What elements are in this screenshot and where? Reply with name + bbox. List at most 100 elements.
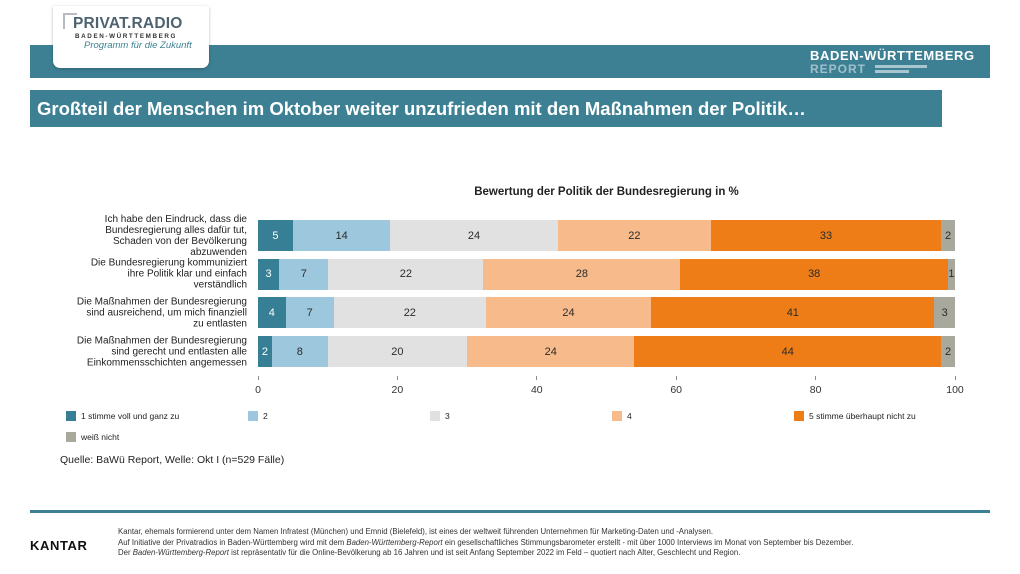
footer-report-name: Baden-Württemberg-Report <box>132 548 229 557</box>
legend-swatch <box>248 411 258 421</box>
footer-line-2: Auf Initiative der Privatradios in Baden… <box>118 538 853 547</box>
x-tick <box>257 376 259 380</box>
bar-value-label: 22 <box>628 229 641 242</box>
bar-value-label: 33 <box>819 229 833 242</box>
x-tick <box>396 376 398 380</box>
legend-label: 1 stimme voll und ganz zu <box>81 411 180 421</box>
bar-value-label: 22 <box>403 306 416 319</box>
footer-text: Kantar, ehemals formierend unter dem Nam… <box>118 527 714 536</box>
report-logo-line2: REPORT <box>810 62 867 76</box>
footer-text: ist repräsentativ für die Online-Bevölke… <box>228 548 741 557</box>
bar-segment: 22 <box>333 297 486 329</box>
source-note: Quelle: BaWü Report, Welle: Okt I (n=529… <box>60 454 285 466</box>
logo-region: BADEN-WÜRTTEMBERG <box>75 33 178 40</box>
footer-report-name: Baden-Württemberg-Report <box>346 538 443 547</box>
bar-segment: 22 <box>328 258 484 290</box>
category-label: Die Maßnahmen der Bundesregierung sind a… <box>76 296 247 330</box>
footer-text: ein gesellschaftliches Stimmungsbaromete… <box>442 538 854 547</box>
bar-value-label: 4 <box>268 306 275 319</box>
legend-swatch <box>612 411 622 421</box>
bar-value-label: 2 <box>944 345 952 358</box>
bar-value-label: 24 <box>467 229 481 242</box>
category-label: Ich habe den Eindruck, dass die Bundesre… <box>104 213 247 258</box>
x-tick-label: 80 <box>809 384 822 396</box>
bar-value-label: 7 <box>306 306 313 319</box>
bar-value-label: 20 <box>391 345 404 358</box>
bar-segment: 38 <box>680 258 948 290</box>
x-tick <box>536 376 538 380</box>
legend-label: 5 stimme überhaupt nicht zu <box>809 411 916 421</box>
chart-title: Bewertung der Politik der Bundesregierun… <box>474 186 739 198</box>
kantar-logo: KANTAR <box>30 538 88 553</box>
x-tick-label: 0 <box>255 384 261 396</box>
bar-value-label: 8 <box>296 345 303 358</box>
legend-swatch <box>794 411 804 421</box>
bar-segment: 20 <box>327 336 468 368</box>
logo-name: PRIVAT.RADIO <box>73 15 183 32</box>
x-tick <box>954 376 956 380</box>
bar-segment: 2 <box>258 336 272 368</box>
bar-value-label: 7 <box>300 268 307 281</box>
bar-segment: 3 <box>934 297 955 329</box>
bar-value-label: 41 <box>786 306 799 319</box>
bar-segment: 5 <box>258 220 293 251</box>
legend-swatch <box>66 432 76 442</box>
bar-value-label: 22 <box>399 268 412 281</box>
footer-divider <box>30 510 990 513</box>
x-tick-label: 20 <box>391 384 404 396</box>
bar-segment: 7 <box>279 258 329 290</box>
bar-segment: 3 <box>258 258 280 290</box>
report-deco-bar <box>875 65 927 68</box>
legend-swatch <box>430 411 440 421</box>
legend-label: 2 <box>263 411 268 421</box>
bar-segment: 24 <box>467 336 635 368</box>
bar-segment: 24 <box>390 220 558 251</box>
bar-value-label: 24 <box>562 306 575 319</box>
bar-segment: 7 <box>285 297 334 329</box>
bar-value-label: 44 <box>781 345 794 358</box>
bar-value-label: 2 <box>261 345 269 358</box>
x-tick <box>675 376 677 380</box>
bar-segment: 8 <box>271 336 328 368</box>
bar-value-label: 5 <box>272 229 279 242</box>
bar-segment: 2 <box>941 220 955 251</box>
bar-value-label: 38 <box>808 268 821 281</box>
bar-segment: 2 <box>941 336 955 368</box>
legend-label: weiß nicht <box>81 432 120 442</box>
category-label: Die Maßnahmen der Bundesregierung sind g… <box>76 335 247 369</box>
title-bar: Großteil der Menschen im Oktober weiter … <box>30 90 942 127</box>
footer-text: Auf Initiative der Privatradios in Baden… <box>118 538 347 547</box>
bar-segment: 22 <box>557 220 712 251</box>
bar-value-label: 3 <box>265 268 272 281</box>
bar-segment: 28 <box>483 258 681 290</box>
footer-line-3: Der Baden-Württemberg-Report ist repräse… <box>118 548 740 557</box>
bar-segment: 44 <box>634 336 942 368</box>
bar-segment: 14 <box>292 220 391 251</box>
legend-label: 4 <box>627 411 632 421</box>
x-tick-label: 40 <box>530 384 543 396</box>
x-tick-label: 60 <box>670 384 683 396</box>
bar-segment: 4 <box>258 297 286 329</box>
page-title: Großteil der Menschen im Oktober weiter … <box>37 98 806 119</box>
bar-segment: 41 <box>651 297 935 329</box>
category-label: Die Bundesregierung kommuniziert ihre Po… <box>90 257 247 291</box>
report-deco-bar <box>875 70 909 73</box>
logo-bracket-icon <box>63 13 77 29</box>
bar-value-label: 1 <box>948 268 955 281</box>
x-tick-label: 100 <box>946 384 964 396</box>
x-tick <box>815 376 817 380</box>
report-logo-line1: BADEN-WÜRTTEMBERG <box>810 48 975 63</box>
logo-slogan: Programm für die Zukunft <box>84 40 192 51</box>
bar-segment: 1 <box>947 258 955 290</box>
legend-label: 3 <box>445 411 450 421</box>
bar-value-label: 2 <box>944 229 952 242</box>
bar-value-label: 24 <box>544 345 557 358</box>
footer-text: Der <box>118 548 133 557</box>
legend-swatch <box>66 411 76 421</box>
bar-segment: 24 <box>485 297 652 329</box>
bar-value-label: 14 <box>335 229 348 242</box>
bar-value-label: 28 <box>575 268 588 281</box>
footer-line-1: Kantar, ehemals formierend unter dem Nam… <box>118 527 713 536</box>
bar-value-label: 3 <box>941 306 948 319</box>
privat-radio-logo: PRIVAT.RADIO BADEN-WÜRTTEMBERG Programm … <box>53 6 209 68</box>
